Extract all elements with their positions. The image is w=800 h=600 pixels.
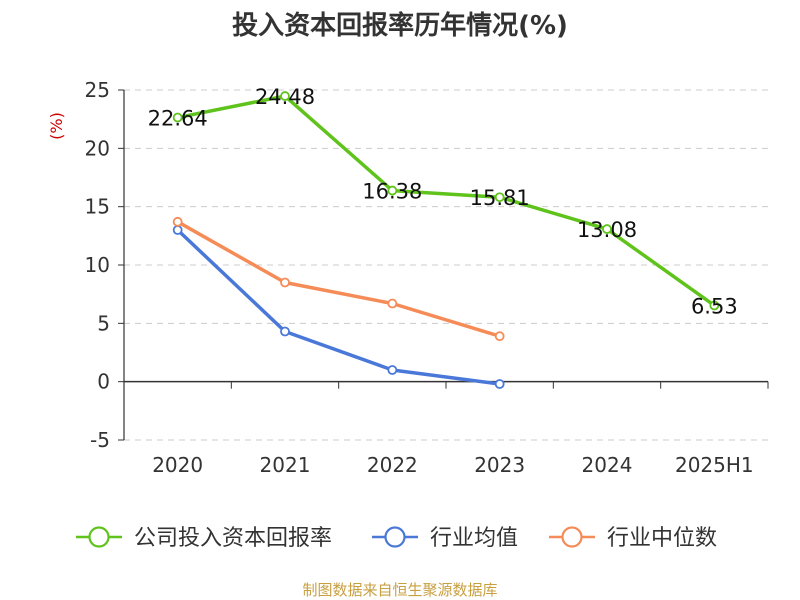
source-note: 制图数据来自恒生聚源数据库: [302, 581, 497, 599]
series-line-1: [176, 228, 500, 386]
y-tick-label: 20: [85, 136, 110, 160]
data-point[interactable]: [280, 277, 290, 288]
legend-label: 公司投入资本回报率: [134, 526, 332, 551]
data-point[interactable]: [602, 224, 612, 234]
x-tick-label: 2022: [367, 453, 418, 477]
data-label: 16.38: [362, 180, 422, 204]
legend[interactable]: 公司投入资本回报率 行业均值 行业中位数: [76, 526, 717, 551]
data-point[interactable]: [172, 225, 183, 235]
legend-item[interactable]: 行业均值: [372, 526, 518, 551]
y-tick-label: -5: [90, 428, 110, 452]
x-tick-label: 2025H1: [675, 453, 754, 477]
data-point[interactable]: [494, 192, 505, 203]
data-point[interactable]: [172, 112, 183, 123]
legend-marker: [384, 526, 406, 548]
data-label: 22.64: [148, 107, 208, 131]
data-point[interactable]: [494, 331, 505, 342]
legend-label: 行业均值: [430, 526, 518, 551]
series-line-0: [177, 94, 716, 307]
data-label: 24.48: [255, 85, 315, 109]
grid-lines: [124, 89, 768, 441]
data-point[interactable]: [172, 216, 183, 227]
data-point[interactable]: [709, 300, 720, 311]
x-tick-label: 2023: [474, 453, 525, 477]
y-tick-label: 25: [85, 78, 110, 102]
data-point[interactable]: [387, 185, 398, 196]
data-label: 13.08: [577, 218, 637, 242]
data-point[interactable]: [280, 91, 290, 101]
chart-title: 投入资本回报率历年情况(%): [232, 10, 568, 41]
y-tick-label: 0: [97, 370, 110, 394]
legend-item[interactable]: 公司投入资本回报率: [76, 526, 332, 551]
data-label: 6.53: [691, 294, 738, 318]
x-tick-label: 2024: [582, 453, 633, 477]
series-line-2: [176, 220, 501, 338]
legend-marker: [88, 526, 110, 548]
data-point[interactable]: [280, 326, 290, 337]
legend-item[interactable]: 行业中位数: [549, 526, 717, 551]
data-point[interactable]: [387, 298, 398, 309]
y-tick-label: 5: [97, 311, 110, 335]
data-label: 15.81: [470, 186, 530, 210]
x-tick-label: 2021: [260, 453, 311, 477]
y-axis-unit: (%): [47, 112, 66, 140]
x-tick-label: 2020: [152, 453, 203, 477]
data-labels: 22.64 24.48 16.38 15.81 13.08 6.53: [148, 85, 738, 318]
series-group: [172, 91, 720, 389]
axes: -5 0 5 10 15 20 25 2020 2021 2022 2023 2024 2025H1: [85, 78, 769, 477]
legend-marker: [561, 526, 583, 548]
data-point[interactable]: [494, 379, 505, 389]
y-tick-label: 10: [85, 253, 110, 277]
data-point[interactable]: [387, 365, 398, 375]
y-tick-label: 15: [85, 195, 110, 219]
legend-label: 行业中位数: [607, 526, 717, 551]
